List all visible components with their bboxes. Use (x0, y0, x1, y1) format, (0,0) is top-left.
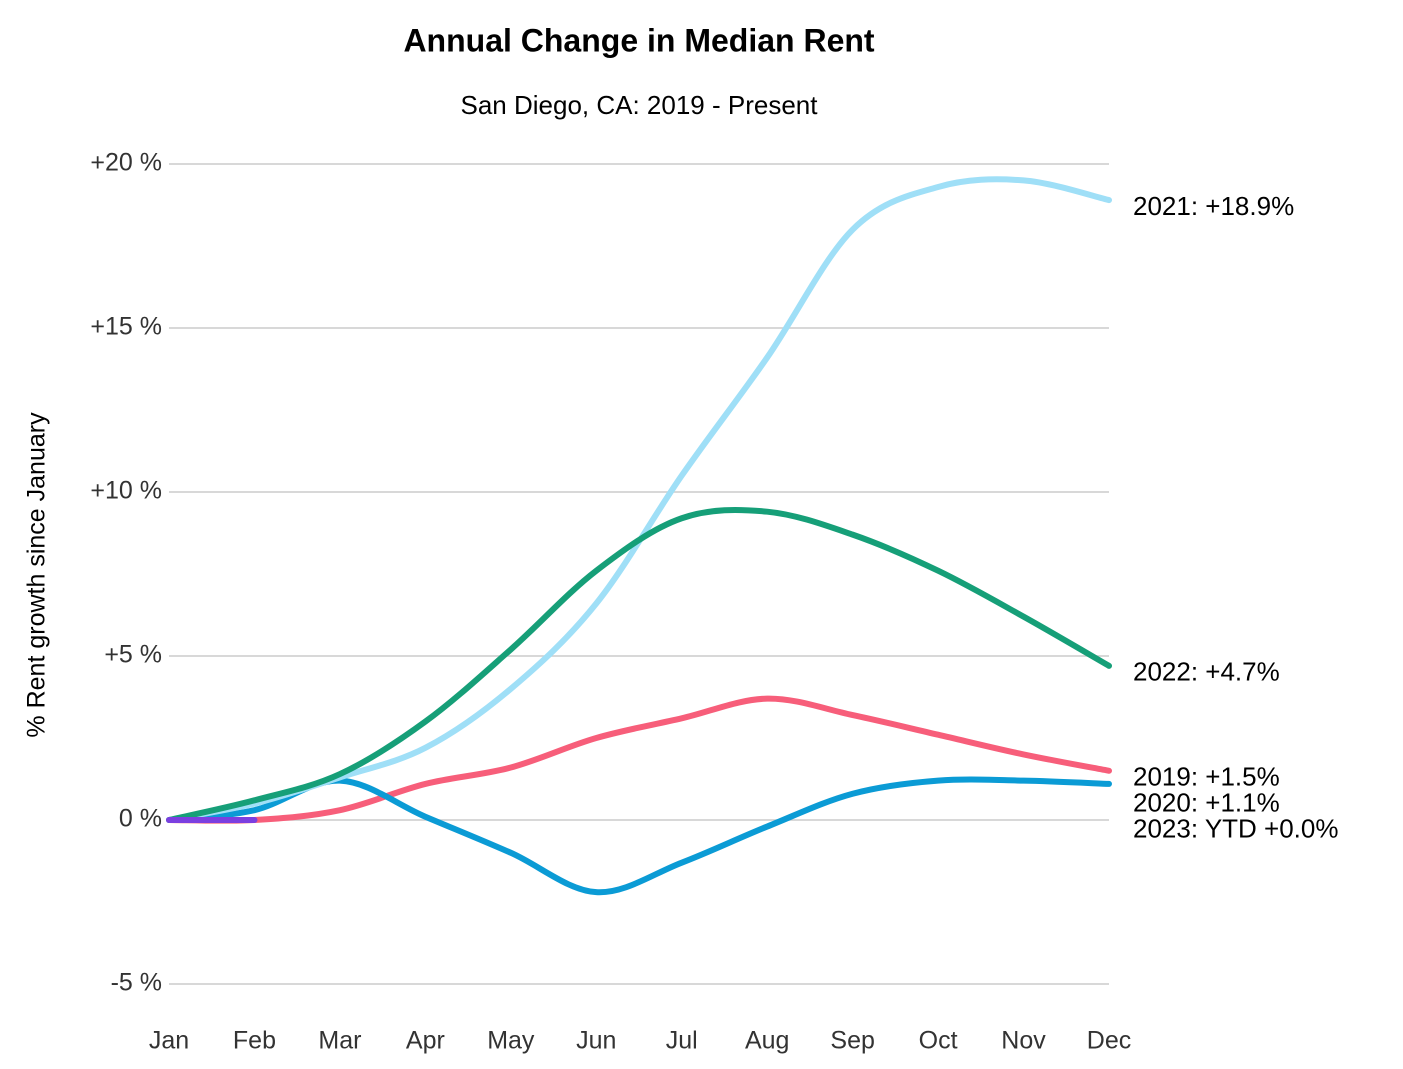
series-line (166, 176, 1112, 823)
series-end-label: 2019: +1.5% (1133, 762, 1280, 792)
x-tick-label: Nov (1001, 1027, 1046, 1055)
chart-subtitle: San Diego, CA: 2019 - Present (461, 90, 819, 120)
x-tick-label: Feb (233, 1027, 276, 1055)
x-tick-label: Jul (666, 1027, 698, 1055)
x-tick-label: Dec (1087, 1027, 1131, 1055)
y-axis-label: % Rent growth since January (23, 412, 51, 738)
series-end-label: 2021: +18.9% (1133, 191, 1294, 221)
x-tick-label: Aug (745, 1027, 789, 1055)
series-line (166, 776, 1112, 896)
x-tick-label: May (487, 1027, 535, 1055)
y-tick-label: -5 % (111, 969, 162, 997)
y-tick-label: +15 % (90, 313, 162, 341)
x-tick-label: Oct (919, 1027, 958, 1055)
series-line (166, 506, 1112, 823)
series-end-label: 2022: +4.7% (1133, 657, 1280, 687)
x-tick-label: Apr (406, 1027, 445, 1055)
series-end-label: 2023: YTD +0.0% (1133, 814, 1339, 844)
y-tick-label: +20 % (90, 149, 162, 177)
series-end-label: 2020: +1.1% (1133, 788, 1280, 818)
x-tick-label: Sep (830, 1027, 874, 1055)
y-tick-label: +10 % (90, 477, 162, 505)
series-line (166, 695, 1112, 824)
chart-title: Annual Change in Median Rent (403, 22, 874, 58)
y-tick-label: +5 % (104, 641, 162, 669)
y-tick-label: 0 % (119, 805, 162, 833)
x-tick-label: Jun (576, 1027, 616, 1055)
x-tick-label: Mar (318, 1027, 361, 1055)
x-tick-label: Jan (149, 1027, 189, 1055)
